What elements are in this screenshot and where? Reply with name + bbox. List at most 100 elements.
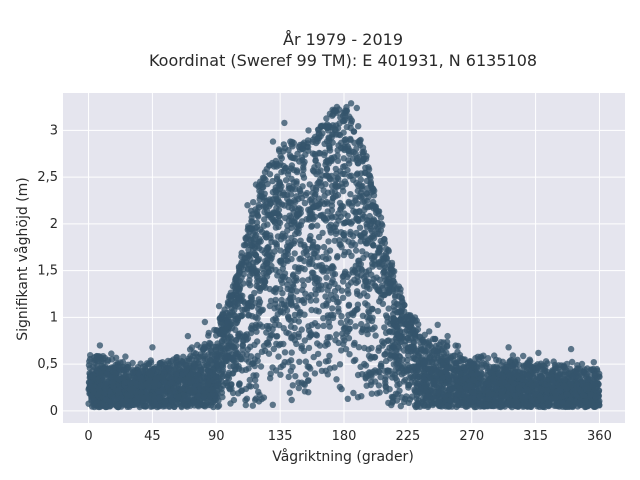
data-point: [381, 235, 388, 243]
data-point: [200, 393, 208, 400]
data-point: [252, 383, 260, 390]
data-point: [318, 286, 325, 293]
data-point: [296, 187, 304, 195]
data-point: [363, 326, 370, 334]
data-point: [322, 293, 329, 300]
data-point: [234, 349, 241, 357]
data-point: [349, 155, 357, 162]
data-point: [295, 205, 303, 212]
data-point: [491, 352, 498, 359]
data-point: [288, 334, 295, 342]
data-point: [288, 165, 295, 172]
data-point: [238, 356, 245, 363]
data-point: [357, 176, 364, 183]
data-point: [218, 344, 225, 352]
data-point: [272, 285, 280, 292]
data-point: [275, 353, 282, 360]
data-point: [340, 251, 348, 259]
data-point: [188, 344, 196, 351]
data-point: [300, 299, 308, 307]
data-point: [266, 171, 274, 178]
data-point: [218, 370, 225, 377]
data-point: [409, 374, 417, 381]
data-point: [287, 323, 295, 330]
data-point: [363, 223, 371, 230]
data-point: [328, 188, 336, 196]
data-point: [418, 388, 426, 395]
data-point: [218, 319, 225, 326]
data-point: [477, 375, 484, 382]
data-point: [375, 244, 382, 251]
data-point: [292, 214, 299, 222]
data-point: [321, 192, 328, 199]
data-point: [261, 190, 268, 197]
data-point: [108, 350, 115, 357]
data-point: [349, 232, 357, 240]
data-point: [323, 198, 330, 206]
data-point: [306, 236, 314, 244]
data-point: [95, 368, 103, 376]
data-point: [344, 166, 351, 174]
data-point: [269, 364, 276, 371]
data-point: [228, 338, 235, 346]
data-point: [288, 396, 295, 404]
data-point: [199, 353, 206, 360]
data-point: [338, 244, 345, 251]
data-point: [289, 382, 296, 389]
data-point: [339, 170, 346, 177]
data-point: [218, 337, 226, 344]
data-point: [365, 171, 372, 178]
data-point: [400, 378, 408, 385]
data-point: [322, 181, 329, 188]
data-point: [285, 313, 292, 320]
data-point: [290, 271, 297, 278]
data-point: [100, 359, 107, 367]
data-point: [582, 398, 589, 405]
data-point: [301, 388, 309, 395]
data-point: [267, 370, 274, 377]
data-point: [342, 346, 350, 353]
data-point: [333, 331, 340, 338]
data-point: [145, 383, 152, 390]
data-point: [115, 375, 122, 382]
data-point: [390, 303, 397, 310]
data-point: [255, 398, 263, 405]
data-point: [335, 131, 342, 138]
data-point: [360, 282, 368, 290]
data-point: [338, 313, 345, 320]
data-point: [288, 349, 295, 356]
data-point: [280, 168, 288, 175]
data-point: [324, 157, 331, 164]
data-point: [200, 346, 207, 353]
data-point: [309, 189, 316, 196]
data-point: [385, 305, 392, 312]
data-point: [274, 333, 281, 340]
data-point: [307, 297, 314, 304]
data-point: [236, 381, 243, 389]
data-point: [478, 380, 485, 387]
data-point: [315, 130, 323, 137]
data-point: [254, 315, 261, 322]
data-point: [340, 232, 348, 239]
data-point: [370, 217, 378, 225]
data-point: [345, 198, 352, 206]
data-point: [329, 271, 337, 278]
data-point: [269, 177, 276, 185]
data-point: [320, 187, 327, 194]
data-point: [331, 126, 338, 133]
data-point: [396, 308, 404, 315]
data-point: [484, 355, 492, 362]
data-point: [223, 344, 230, 352]
data-point: [338, 287, 346, 294]
data-point: [161, 402, 169, 410]
data-point: [399, 298, 406, 305]
data-point: [394, 356, 401, 364]
data-point: [341, 178, 349, 185]
data-point: [234, 272, 242, 279]
data-point: [373, 225, 380, 232]
data-point: [368, 227, 375, 235]
data-point: [591, 371, 599, 379]
data-point: [369, 279, 376, 286]
data-point: [212, 347, 220, 354]
data-point: [324, 287, 331, 294]
